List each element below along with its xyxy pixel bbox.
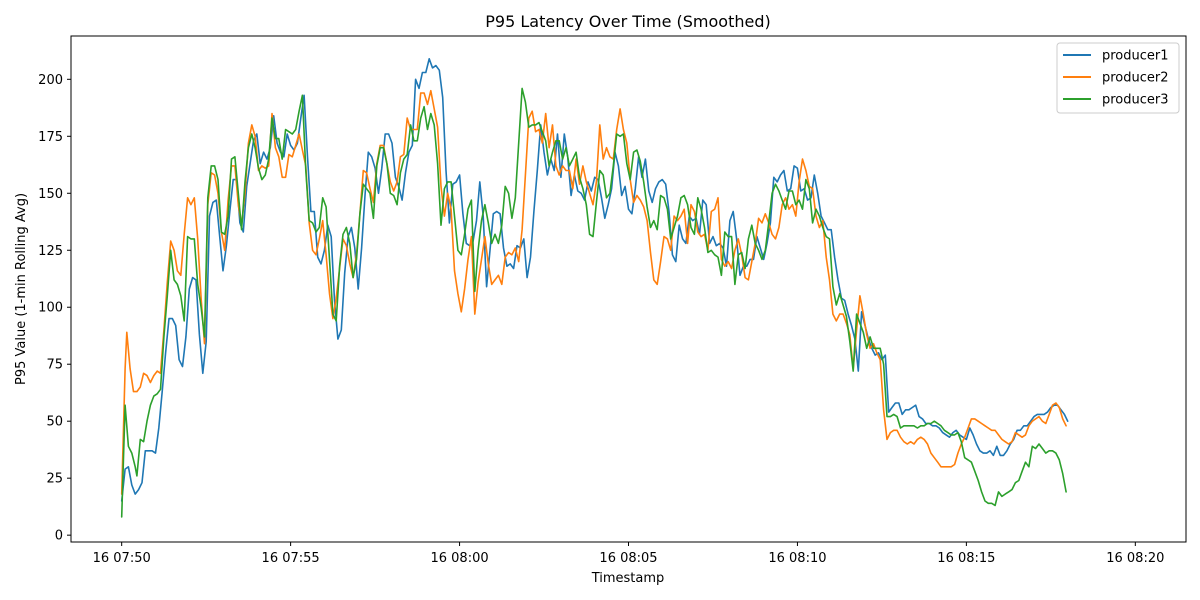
y-tick-label: 25: [46, 472, 63, 487]
x-tick-label: 16 08:10: [768, 551, 826, 566]
x-tick-label: 16 08:00: [430, 551, 488, 566]
y-axis-ticks: 0 25 50 75 100 125 150 175 200: [38, 73, 71, 544]
legend-label-producer2: producer2: [1102, 71, 1169, 86]
y-tick-label: 75: [46, 358, 63, 373]
y-tick-label: 0: [55, 529, 63, 544]
y-axis-label: P95 Value (1-min Rolling Avg): [14, 193, 29, 385]
x-tick-label: 16 07:50: [93, 551, 151, 566]
y-tick-label: 200: [38, 73, 63, 88]
x-axis-ticks: 16 07:50 16 07:55 16 08:00 16 08:05 16 08:10…: [93, 542, 1164, 566]
series-line-producer3: [120, 87, 1067, 518]
legend-label-producer3: producer3: [1102, 93, 1169, 108]
y-tick-label: 125: [38, 244, 63, 259]
chart-title: P95 Latency Over Time (Smoothed): [485, 12, 770, 31]
y-tick-label: 175: [38, 130, 63, 145]
legend-box: [1056, 42, 1180, 114]
x-tick-label: 16 08:20: [1106, 551, 1164, 566]
y-tick-label: 150: [38, 187, 63, 202]
plot-lines: [120, 58, 1069, 518]
y-tick-label: 100: [38, 301, 63, 316]
x-tick-label: 16 08:05: [599, 551, 657, 566]
x-axis-label: Timestamp: [591, 571, 665, 586]
series-line-producer2: [120, 89, 1067, 495]
legend-label-producer1: producer1: [1102, 49, 1169, 64]
x-tick-label: 16 07:55: [262, 551, 320, 566]
y-tick-label: 50: [46, 415, 63, 430]
x-tick-label: 16 08:15: [937, 551, 995, 566]
legend: producer1 producer2 producer3: [1056, 42, 1180, 114]
